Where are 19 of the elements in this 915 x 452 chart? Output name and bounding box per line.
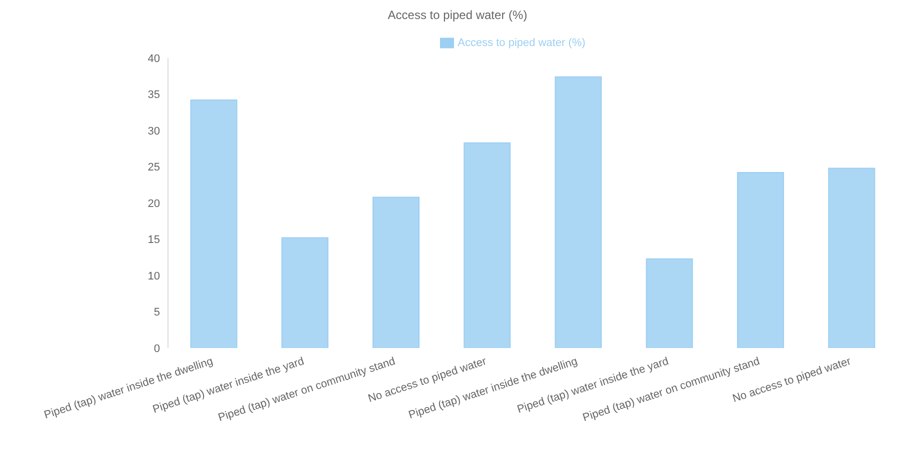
y-tick-label: 40 [148,52,160,65]
bar [281,237,328,348]
bar [554,76,602,348]
y-tick-label: 20 [148,198,160,210]
bar [464,142,511,348]
bar [737,172,784,348]
bar [828,168,876,348]
bar [646,258,693,348]
y-tick-label: 25 [148,162,160,174]
y-tick-label: 5 [154,306,160,319]
legend-label: Access to piped water (%) [458,36,586,49]
y-tick-label: 15 [148,234,160,246]
bar [190,100,238,348]
bar [372,196,420,348]
y-tick-label: 30 [148,125,160,138]
y-tick-label: 0 [154,342,160,355]
chart-title: Access to piped water (%) [386,8,528,24]
y-tick-label: 10 [148,270,160,282]
y-tick-label: 35 [148,89,160,102]
